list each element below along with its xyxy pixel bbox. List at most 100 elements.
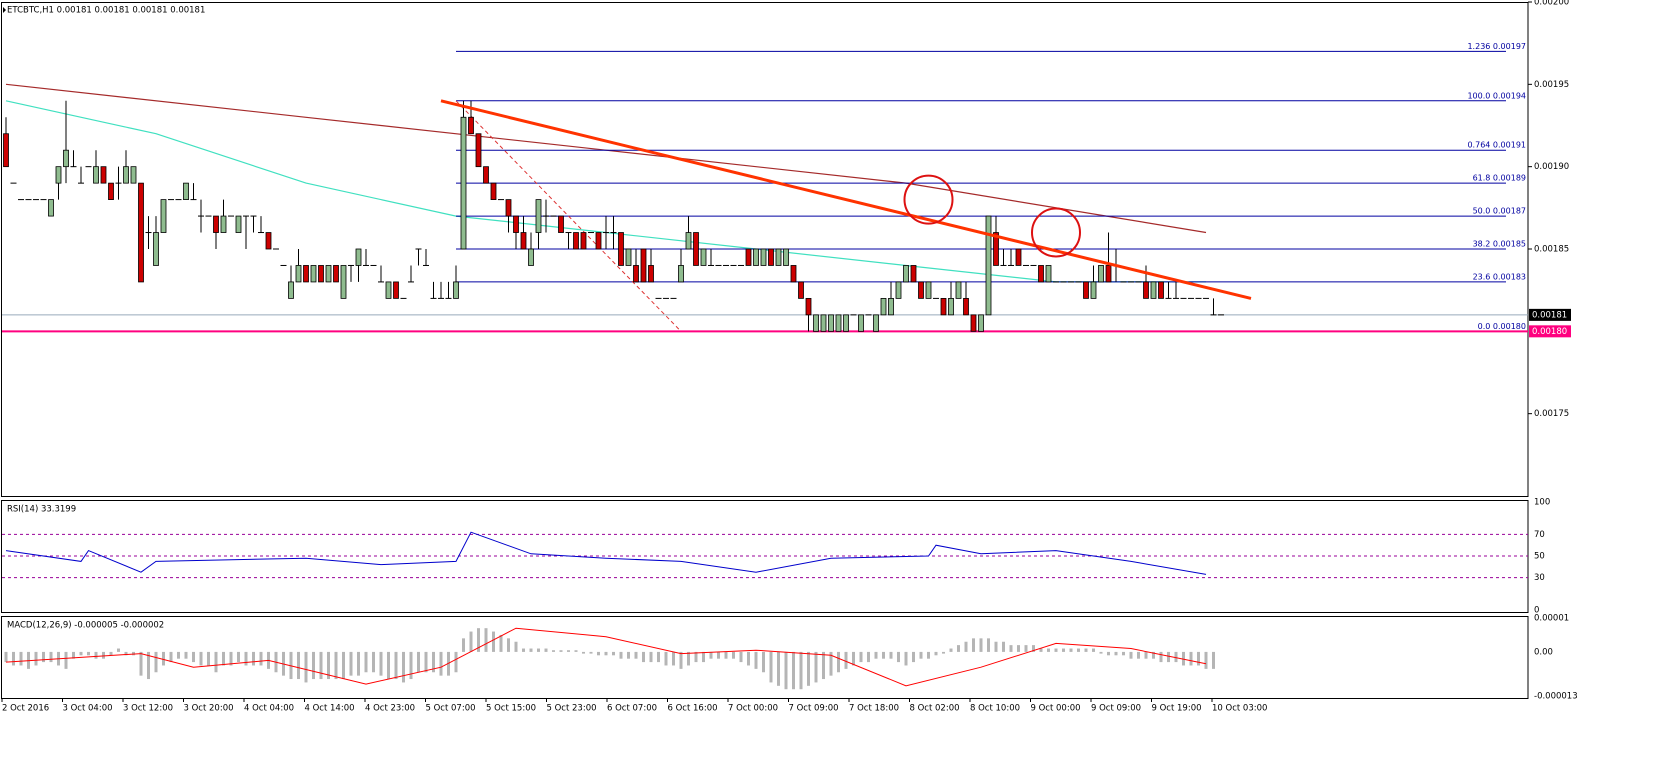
- candle: [993, 216, 999, 266]
- candle: [573, 232, 579, 250]
- time-tick-label: 8 Oct 02:00: [910, 704, 960, 714]
- macd-signal-line: [5, 627, 1207, 687]
- candle-body: [295, 265, 302, 283]
- resistance-circle-2: [1031, 207, 1081, 258]
- price-tick-label: 0.00195: [1534, 80, 1569, 90]
- time-tick-label: 9 Oct 09:00: [1091, 704, 1141, 714]
- candle: [160, 199, 167, 233]
- candle: [333, 265, 339, 283]
- current-price-label-bg: [1529, 308, 1571, 321]
- time-tick-label: 7 Oct 09:00: [789, 704, 839, 714]
- candle: [978, 314, 984, 332]
- candle-body: [318, 265, 324, 283]
- candle-body: [948, 297, 954, 316]
- candle-body: [93, 166, 99, 184]
- rsi-axis-label: 0: [1534, 606, 1539, 616]
- time-tick-label: 4 Oct 14:00: [305, 704, 355, 714]
- candle-body: [1098, 265, 1104, 283]
- candle: [903, 265, 909, 283]
- macd-axis-label: 0.00: [1534, 647, 1553, 657]
- rsi-axis-label: 100: [1534, 498, 1550, 508]
- current-price-label-text: 0.00181: [1532, 310, 1567, 320]
- candle: [445, 281, 452, 299]
- candle-body: [310, 265, 317, 283]
- macd-label: MACD(12,26,9) -0.000005 -0.000002: [7, 621, 164, 631]
- candle-body: [843, 314, 849, 332]
- candle: [355, 248, 362, 282]
- time-tick-label: 7 Oct 00:00: [728, 704, 778, 714]
- candle-body: [783, 248, 789, 266]
- fib-level-label: 0.0 0.00180: [1478, 322, 1526, 331]
- candle: [1150, 281, 1157, 299]
- candle-body: [355, 248, 362, 266]
- candle-body: [520, 232, 527, 250]
- rsi-axis-label: 50: [1534, 552, 1545, 562]
- candle-body: [798, 281, 804, 299]
- candle: [63, 100, 69, 184]
- candle-body: [1015, 248, 1022, 266]
- time-tick-label: 5 Oct 23:00: [547, 704, 597, 714]
- candle: [955, 281, 962, 299]
- candle: [385, 281, 392, 299]
- candle: [340, 265, 347, 299]
- time-tick-label: 4 Oct 23:00: [365, 704, 415, 714]
- candle-body: [978, 314, 984, 332]
- candle: [963, 281, 969, 316]
- rsi-line: [5, 531, 1207, 575]
- candle-body: [213, 215, 219, 233]
- candle: [565, 232, 572, 249]
- fib-diagonal-line: [455, 100, 682, 332]
- support-price-label-text: 0.00180: [1532, 327, 1567, 337]
- candle: [708, 249, 714, 266]
- price-tick-label: 0.00175: [1534, 409, 1569, 419]
- price-tick-label: 0.00190: [1534, 162, 1569, 172]
- candle-body: [768, 248, 774, 266]
- candle: [625, 248, 632, 266]
- candle: [145, 216, 152, 249]
- candle-body: [678, 265, 684, 283]
- candle: [423, 249, 429, 266]
- candle-body: [490, 182, 497, 200]
- candle-body: [265, 232, 272, 250]
- candle: [115, 166, 122, 200]
- candle-body: [910, 265, 917, 283]
- candle: [378, 265, 384, 283]
- candle-body: [595, 232, 602, 250]
- candle: [633, 249, 639, 283]
- candle-body: [123, 166, 129, 184]
- candle: [678, 249, 684, 283]
- candle: [48, 199, 54, 217]
- candle: [348, 264, 354, 282]
- time-tick-label: 3 Oct 20:00: [184, 704, 234, 714]
- candle: [1090, 265, 1097, 299]
- candle: [100, 166, 107, 184]
- candle-body: [453, 281, 459, 299]
- candle-body: [220, 215, 227, 233]
- candle: [78, 166, 84, 184]
- time-tick-label: 7 Oct 18:00: [849, 704, 899, 714]
- candle: [1173, 281, 1179, 299]
- candle: [693, 232, 699, 266]
- candle: [93, 150, 99, 184]
- candle-body: [3, 133, 9, 168]
- candle-body: [963, 297, 969, 316]
- candle: [858, 314, 864, 332]
- candle-body: [55, 166, 62, 184]
- candle-body: [1158, 281, 1164, 299]
- candle-body: [648, 265, 654, 283]
- candle: [873, 314, 879, 332]
- candle-body: [1105, 265, 1112, 283]
- candle: [1210, 298, 1217, 316]
- candle-body: [303, 265, 309, 283]
- candle: [138, 182, 144, 283]
- candle: [948, 281, 954, 316]
- candle-body: [63, 149, 69, 168]
- candle: [640, 248, 647, 283]
- candle: [250, 215, 257, 233]
- candle: [753, 248, 759, 266]
- time-tick-label: 5 Oct 07:00: [426, 704, 476, 714]
- candle-body: [753, 248, 759, 266]
- candle-body: [820, 314, 827, 332]
